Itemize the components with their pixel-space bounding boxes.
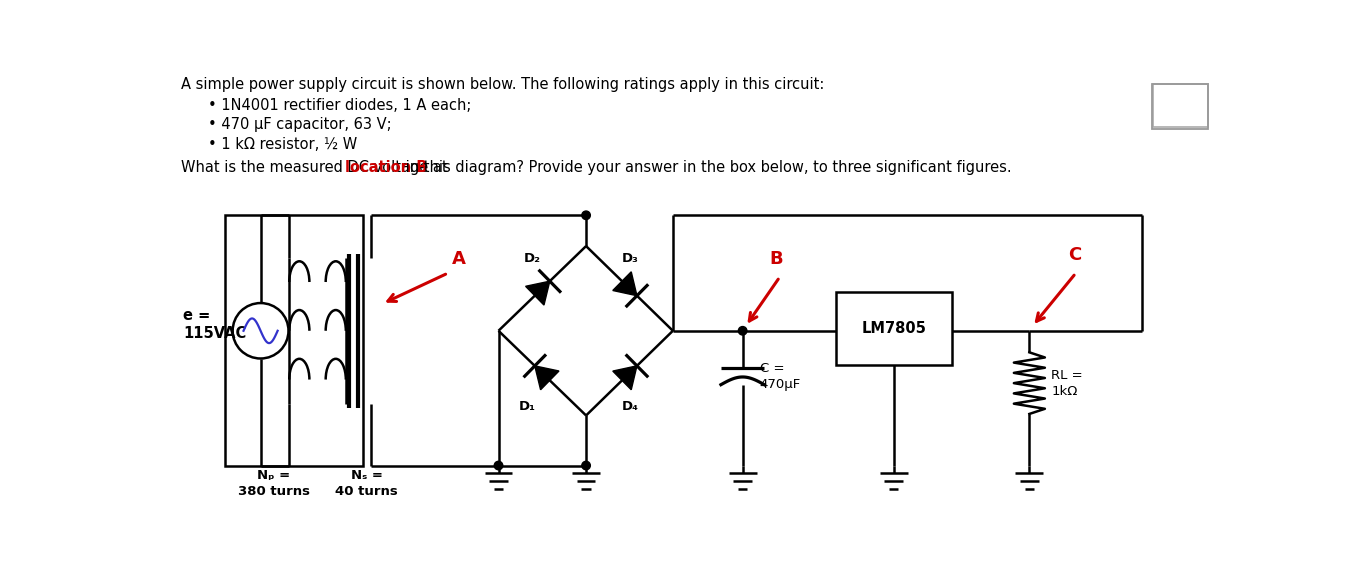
Bar: [836, 292, 953, 365]
Text: C: C: [1068, 246, 1081, 264]
Text: B: B: [770, 250, 783, 268]
Bar: [1153, 84, 1208, 126]
Text: D₂: D₂: [524, 252, 540, 265]
Text: • 470 μF capacitor, 63 V;: • 470 μF capacitor, 63 V;: [208, 117, 391, 133]
Text: D₃: D₃: [622, 252, 639, 265]
Text: A simple power supply circuit is shown below. The following ratings apply in thi: A simple power supply circuit is shown b…: [181, 76, 824, 92]
Text: location B: location B: [345, 160, 428, 175]
Text: in this diagram? Provide your answer in the box below, to three significant figu: in this diagram? Provide your answer in …: [402, 160, 1012, 175]
Text: • 1N4001 rectifier diodes, 1 A each;: • 1N4001 rectifier diodes, 1 A each;: [208, 98, 471, 113]
Text: D₁: D₁: [518, 400, 536, 413]
Text: C =
470μF: C = 470μF: [759, 362, 801, 392]
Text: e =
115VAC: e = 115VAC: [183, 308, 246, 342]
Text: RL =
1kΩ: RL = 1kΩ: [1051, 369, 1082, 398]
Polygon shape: [613, 272, 637, 296]
Text: Nₚ =
380 turns: Nₚ = 380 turns: [238, 469, 310, 498]
Text: D₄: D₄: [622, 400, 639, 413]
Circle shape: [582, 461, 590, 470]
Bar: [1151, 84, 1208, 129]
Text: A: A: [452, 250, 465, 268]
Polygon shape: [525, 281, 549, 305]
Text: Nₛ =
40 turns: Nₛ = 40 turns: [336, 469, 398, 498]
Bar: [225, 215, 363, 465]
Text: What is the measured DC voltage at: What is the measured DC voltage at: [181, 160, 452, 175]
Polygon shape: [534, 366, 559, 390]
Text: LM7805: LM7805: [862, 321, 927, 336]
Circle shape: [582, 211, 590, 220]
Circle shape: [494, 461, 503, 470]
Polygon shape: [613, 366, 637, 390]
Circle shape: [739, 327, 747, 335]
Text: • 1 kΩ resistor, ½ W: • 1 kΩ resistor, ½ W: [208, 137, 357, 152]
